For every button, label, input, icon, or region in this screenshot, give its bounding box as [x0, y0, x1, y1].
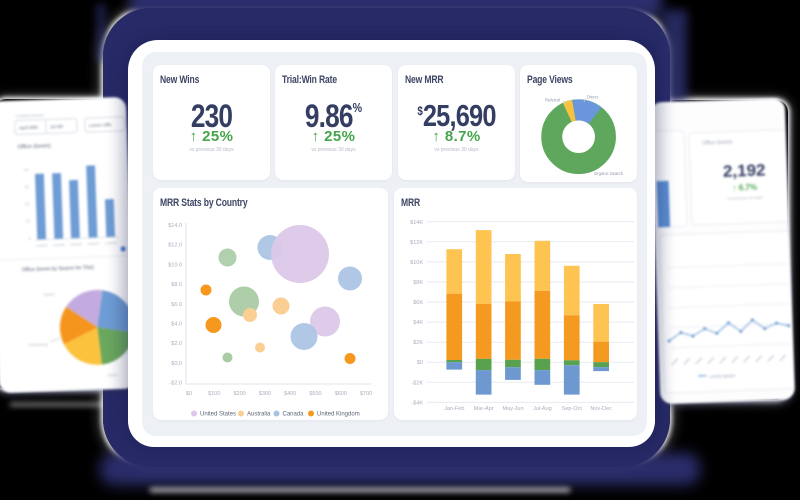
svg-text:$200: $200	[233, 391, 245, 397]
svg-text:Jan-Feb: Jan-Feb	[444, 406, 464, 412]
svg-text:United Kingdom: United Kingdom	[317, 412, 360, 418]
svg-text:$12K: $12K	[410, 240, 423, 246]
svg-text:40: 40	[24, 167, 29, 172]
svg-text:$6K: $6K	[413, 300, 423, 306]
svg-text:United States: United States	[200, 412, 236, 418]
svg-text:Australia: Australia	[247, 412, 271, 418]
svg-text:$10K: $10K	[410, 260, 423, 266]
svg-text:Jul 6th: Jul 6th	[50, 124, 64, 129]
svg-text:$600: $600	[335, 391, 347, 397]
svg-text:Canada: Canada	[283, 412, 305, 418]
svg-text:20: 20	[25, 201, 30, 206]
svg-text:Lorem4: Lorem4	[87, 242, 99, 246]
svg-text:Organic Search: Organic Search	[594, 171, 624, 176]
svg-text:Lorem2: Lorem2	[53, 243, 65, 247]
svg-text:Something: Something	[28, 342, 47, 348]
svg-text:Office (lorem by Source for Th: Office (lorem by Source for This)	[22, 265, 95, 274]
svg-text:Direct: Direct	[587, 95, 599, 100]
svg-text:0: 0	[28, 236, 31, 241]
svg-text:$700: $700	[360, 391, 372, 397]
svg-text:$12.0: $12.0	[168, 243, 182, 249]
svg-text:-$2.0: -$2.0	[169, 381, 182, 387]
svg-text:vs previous 30 days: vs previous 30 days	[727, 195, 763, 201]
svg-text:$300: $300	[259, 391, 271, 397]
svg-text:$6.0: $6.0	[171, 302, 182, 308]
svg-text:$8.0: $8.0	[171, 282, 182, 288]
svg-text:Jul-Aug: Jul-Aug	[533, 406, 552, 412]
svg-text:Lorem ipsum: Lorem ipsum	[709, 373, 735, 379]
svg-text:$400: $400	[284, 391, 296, 397]
svg-text:$2.0: $2.0	[171, 341, 182, 347]
svg-text:-$4K: -$4K	[411, 400, 423, 406]
svg-text:$10.0: $10.0	[168, 262, 182, 268]
svg-text:Mar-Apr: Mar-Apr	[474, 406, 494, 412]
svg-text:Lorem3: Lorem3	[70, 242, 82, 246]
svg-text:Ipsum: Ipsum	[44, 291, 56, 296]
svg-text:$2K: $2K	[413, 340, 423, 346]
svg-text:$8K: $8K	[413, 280, 423, 286]
svg-text:Office (lorem): Office (lorem)	[702, 140, 733, 147]
svg-text:LOREM IPSUM: LOREM IPSUM	[15, 113, 43, 119]
svg-text:Referral: Referral	[545, 98, 560, 103]
svg-text:Sep-Oct: Sep-Oct	[562, 406, 583, 412]
svg-text:$100: $100	[208, 391, 220, 397]
svg-text:April 08th: April 08th	[19, 125, 39, 131]
svg-text:10: 10	[26, 218, 31, 223]
svg-text:$0.0: $0.0	[171, 361, 182, 367]
svg-text:$4K: $4K	[413, 320, 423, 326]
svg-text:$4.0: $4.0	[171, 322, 182, 328]
svg-text:-$2K: -$2K	[411, 380, 423, 386]
svg-text:30: 30	[24, 184, 29, 189]
svg-text:2,192: 2,192	[723, 160, 766, 180]
svg-text:$500: $500	[309, 391, 321, 397]
svg-text:Lorem1: Lorem1	[36, 244, 48, 248]
svg-text:Office (lorem): Office (lorem)	[17, 143, 51, 150]
svg-text:Lorem Offic: Lorem Offic	[89, 122, 113, 128]
svg-text:Nov-Dec: Nov-Dec	[590, 406, 612, 412]
svg-text:$0: $0	[417, 360, 423, 366]
svg-text:$14.0: $14.0	[168, 223, 182, 229]
svg-text:$14K: $14K	[410, 220, 423, 226]
svg-text:$0: $0	[186, 391, 192, 397]
svg-text:Lorem5: Lorem5	[105, 241, 117, 245]
svg-text:May-Jun: May-Jun	[502, 406, 523, 412]
svg-text:lorem: lorem	[107, 372, 118, 377]
svg-text:↑ 6.7%: ↑ 6.7%	[732, 183, 757, 193]
